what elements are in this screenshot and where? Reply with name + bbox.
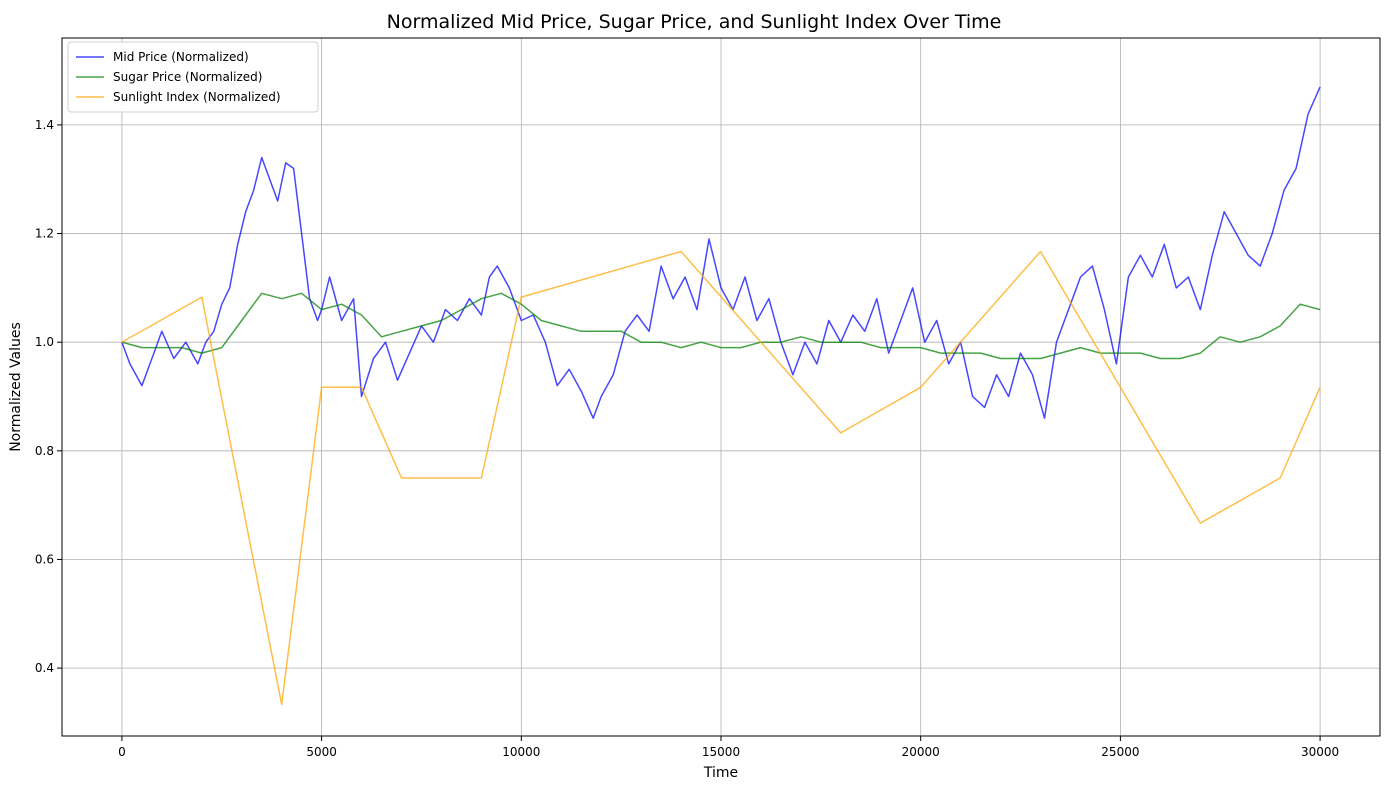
legend: Mid Price (Normalized) Sugar Price (Norma… bbox=[67, 41, 319, 113]
x-tick-label: 0 bbox=[118, 745, 126, 759]
chart-title: Normalized Mid Price, Sugar Price, and S… bbox=[387, 11, 1002, 33]
y-tick-label: 1.4 bbox=[35, 118, 54, 132]
y-tick-label: 0.4 bbox=[35, 661, 54, 675]
y-tick-label: 1.0 bbox=[35, 335, 54, 349]
series-line-0 bbox=[121, 86, 1321, 419]
x-axis-ticks: 0 5000 10000 15000 20000 25000 30000 bbox=[118, 736, 1339, 759]
legend-entry-label: Mid Price (Normalized) bbox=[113, 50, 249, 64]
series-line-2 bbox=[121, 250, 1321, 706]
y-axis-ticks: 0.4 0.6 0.8 1.0 1.2 1.4 bbox=[35, 118, 62, 675]
series-layer bbox=[121, 86, 1321, 706]
x-tick-label: 15000 bbox=[702, 745, 740, 759]
x-tick-label: 25000 bbox=[1101, 745, 1139, 759]
x-tick-label: 20000 bbox=[902, 745, 940, 759]
series-line-1 bbox=[121, 292, 1321, 360]
y-axis-label: Normalized Values bbox=[8, 322, 24, 452]
y-tick-label: 0.6 bbox=[35, 552, 54, 566]
x-tick-label: 5000 bbox=[306, 745, 337, 759]
y-tick-label: 1.2 bbox=[35, 227, 54, 241]
x-tick-label: 30000 bbox=[1301, 745, 1339, 759]
legend-box bbox=[67, 41, 319, 113]
x-tick-label: 10000 bbox=[502, 745, 540, 759]
legend-entry-label: Sunlight Index (Normalized) bbox=[113, 90, 281, 104]
x-axis-label: Time bbox=[703, 765, 738, 781]
legend-entry-label: Sugar Price (Normalized) bbox=[113, 70, 262, 84]
y-tick-label: 0.8 bbox=[35, 444, 54, 458]
